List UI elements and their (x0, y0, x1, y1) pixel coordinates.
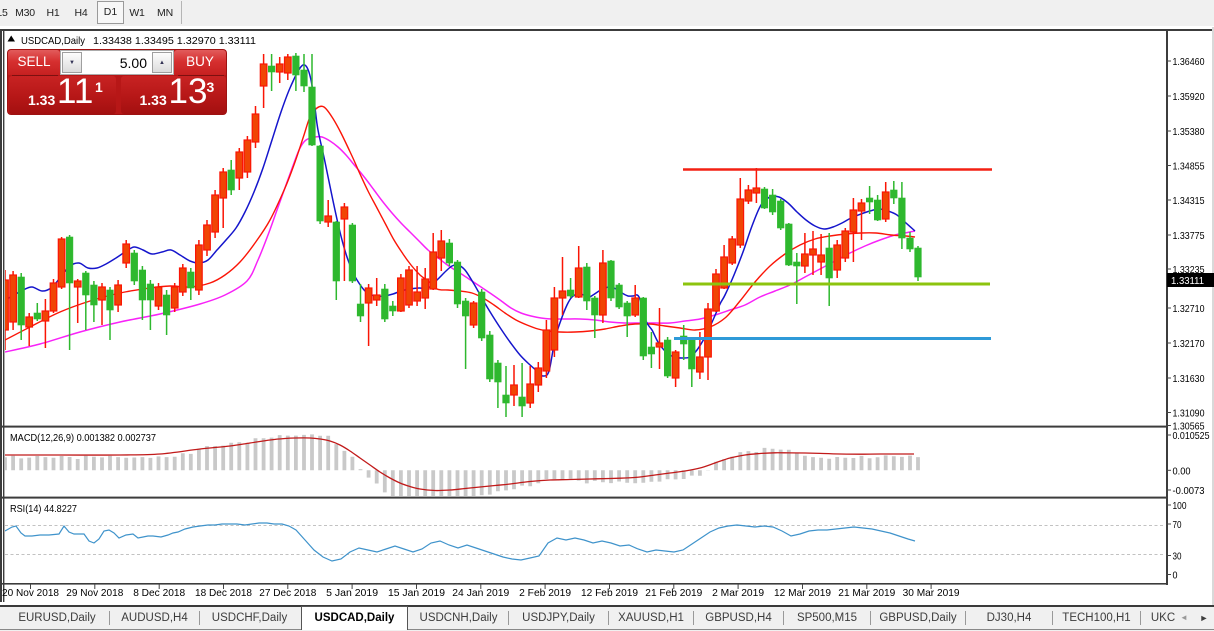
svg-text:0.00: 0.00 (1173, 465, 1191, 477)
svg-text:5 Jan 2019: 5 Jan 2019 (326, 587, 378, 599)
svg-text:1.34315: 1.34315 (1173, 195, 1205, 207)
svg-text:0.010525: 0.010525 (1173, 430, 1210, 442)
svg-text:20 Nov 2018: 20 Nov 2018 (2, 587, 59, 599)
svg-text:100: 100 (1173, 500, 1187, 512)
svg-text:18 Dec 2018: 18 Dec 2018 (195, 587, 252, 599)
svg-text:0: 0 (1173, 570, 1178, 582)
svg-text:12 Mar 2019: 12 Mar 2019 (774, 587, 831, 599)
svg-text:MACD(12,26,9) 0.001382 0.00273: MACD(12,26,9) 0.001382 0.002737 (10, 432, 156, 444)
svg-text:21 Mar 2019: 21 Mar 2019 (838, 587, 895, 599)
svg-text:1.33775: 1.33775 (1173, 230, 1205, 242)
svg-text:15 Jan 2019: 15 Jan 2019 (388, 587, 445, 599)
svg-text:27 Dec 2018: 27 Dec 2018 (259, 587, 316, 599)
svg-text:1.32710: 1.32710 (1173, 303, 1205, 315)
svg-text:1.33111: 1.33111 (1171, 275, 1204, 287)
svg-text:29 Nov 2018: 29 Nov 2018 (66, 587, 123, 599)
svg-text:1.34855: 1.34855 (1173, 161, 1205, 173)
svg-text:30 Mar 2019: 30 Mar 2019 (903, 587, 960, 599)
svg-text:24 Jan 2019: 24 Jan 2019 (452, 587, 509, 599)
svg-text:1.31090: 1.31090 (1173, 408, 1205, 420)
svg-text:1.32170: 1.32170 (1173, 338, 1205, 350)
svg-text:-0.0073: -0.0073 (1173, 485, 1205, 497)
svg-text:30: 30 (1173, 551, 1182, 563)
svg-text:2 Mar 2019: 2 Mar 2019 (712, 587, 764, 599)
svg-text:RSI(14) 44.8227: RSI(14) 44.8227 (10, 503, 77, 515)
svg-text:70: 70 (1173, 519, 1182, 531)
svg-text:12 Feb 2019: 12 Feb 2019 (581, 587, 638, 599)
svg-text:1.31630: 1.31630 (1173, 373, 1205, 385)
svg-text:1.35920: 1.35920 (1173, 91, 1205, 103)
svg-text:8 Dec 2018: 8 Dec 2018 (133, 587, 185, 599)
svg-text:21 Feb 2019: 21 Feb 2019 (645, 587, 702, 599)
svg-text:USDCAD,Daily: USDCAD,Daily (21, 35, 86, 47)
svg-text:1.36460: 1.36460 (1173, 56, 1205, 68)
svg-text:1.30565: 1.30565 (1173, 421, 1205, 433)
svg-text:1.35380: 1.35380 (1173, 126, 1205, 138)
svg-text:1.33438 1.33495 1.32970 1.3311: 1.33438 1.33495 1.32970 1.33111 (93, 35, 256, 47)
svg-text:2 Feb 2019: 2 Feb 2019 (519, 587, 571, 599)
